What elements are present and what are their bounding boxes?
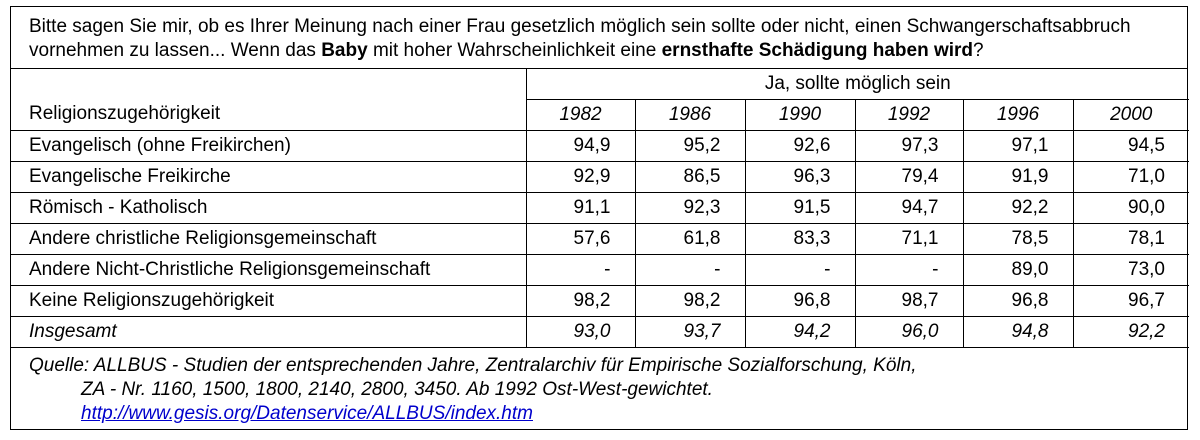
year-header-1992: 1992 xyxy=(854,99,964,131)
value-cell: 92,2 xyxy=(1072,316,1189,348)
value-cell: 94,9 xyxy=(525,130,636,162)
value-cell: 97,1 xyxy=(962,130,1074,162)
value-cell: - xyxy=(525,254,636,286)
table-row: Römisch - Katholisch 91,1 92,3 91,5 94,7 92,2… xyxy=(11,192,1189,224)
table-row: Andere Nicht-Christliche Religionsgemein… xyxy=(11,254,1189,286)
table-frame: Bitte sagen Sie mir, ob es Ihrer Meinung… xyxy=(10,6,1189,430)
row-label: Andere christliche Religionsgemeinschaft xyxy=(11,223,527,255)
value-cell: 96,7 xyxy=(1072,285,1189,317)
table-row: Andere christliche Religionsgemeinschaft… xyxy=(11,223,1189,255)
value-cell: 98,2 xyxy=(525,285,636,317)
value-cell: 96,3 xyxy=(744,161,856,193)
table-row: Evangelisch (ohne Freikirchen) 94,9 95,2 92… xyxy=(11,130,1189,162)
value-cell: 91,1 xyxy=(525,192,636,224)
question-bold-damage: ernsthafte Schädigung haben wird xyxy=(661,40,974,61)
year-header-1996: 1996 xyxy=(962,99,1074,131)
question-line-2: vornehmen zu lassen... Wenn das Baby mit… xyxy=(29,39,1179,63)
value-cell: 57,6 xyxy=(525,223,636,255)
value-cell: 95,2 xyxy=(634,130,746,162)
value-cell: 96,8 xyxy=(744,285,856,317)
value-cell: 98,2 xyxy=(634,285,746,317)
year-header-1990: 1990 xyxy=(744,99,856,131)
value-cell: 83,3 xyxy=(744,223,856,255)
value-cell: 92,9 xyxy=(525,161,636,193)
value-cell: 92,6 xyxy=(744,130,856,162)
year-header-1986: 1986 xyxy=(634,99,746,131)
value-cell: 98,7 xyxy=(854,285,964,317)
value-cell: 79,4 xyxy=(854,161,964,193)
value-cell: 92,3 xyxy=(634,192,746,224)
row-label: Keine Religionszugehörigkeit xyxy=(11,285,527,317)
row-header: Religionszugehörigkeit xyxy=(11,69,527,131)
value-cell: 91,9 xyxy=(962,161,1074,193)
row-label: Andere Nicht-Christliche Religionsgemein… xyxy=(11,254,527,286)
year-header-1982: 1982 xyxy=(526,99,636,131)
question-text-part: mit hoher Wahrscheinlichkeit eine xyxy=(367,40,662,61)
row-label: Evangelisch (ohne Freikirchen) xyxy=(11,130,527,162)
value-cell: 93,7 xyxy=(634,316,746,348)
value-cell: - xyxy=(854,254,964,286)
value-cell: 89,0 xyxy=(962,254,1074,286)
value-cell: 78,5 xyxy=(962,223,1074,255)
total-row: Insgesamt 93,0 93,7 94,2 96,0 94,8 92,2 xyxy=(11,316,1189,348)
table-row: Keine Religionszugehörigkeit 98,2 98,2 96,8… xyxy=(11,285,1189,317)
question-text-part: ? xyxy=(973,40,984,61)
year-header-2000: 2000 xyxy=(1072,99,1189,131)
column-group-header: Ja, sollte möglich sein xyxy=(525,69,1189,100)
value-cell: 86,5 xyxy=(634,161,746,193)
data-table: Religionszugehörigkeit Ja, sollte möglic… xyxy=(11,69,1189,348)
value-cell: 94,7 xyxy=(854,192,964,224)
value-cell: - xyxy=(634,254,746,286)
value-cell: - xyxy=(744,254,856,286)
row-label: Evangelische Freikirche xyxy=(11,161,527,193)
source-line-2: ZA - Nr. 1160, 1500, 1800, 2140, 2800, 3… xyxy=(81,379,713,400)
value-cell: 94,8 xyxy=(962,316,1074,348)
question-text: Bitte sagen Sie mir, ob es Ihrer Meinung… xyxy=(11,7,1187,69)
value-cell: 71,1 xyxy=(854,223,964,255)
source-line-1: Quelle: ALLBUS - Studien der entsprechen… xyxy=(29,355,917,376)
row-label: Römisch - Katholisch xyxy=(11,192,527,224)
question-bold-baby: Baby xyxy=(321,40,368,61)
value-cell: 94,5 xyxy=(1072,130,1189,162)
source-link[interactable]: http://www.gesis.org/Datenservice/ALLBUS… xyxy=(81,403,533,424)
value-cell: 71,0 xyxy=(1072,161,1189,193)
source-note: Quelle: ALLBUS - Studien der entsprechen… xyxy=(11,348,1187,426)
value-cell: 94,2 xyxy=(744,316,856,348)
header-row-group: Religionszugehörigkeit Ja, sollte möglic… xyxy=(11,69,1189,131)
question-text-part: vornehmen zu lassen... Wenn das xyxy=(29,40,322,61)
value-cell: 90,0 xyxy=(1072,192,1189,224)
value-cell: 96,0 xyxy=(854,316,964,348)
value-cell: 73,0 xyxy=(1072,254,1189,286)
value-cell: 96,8 xyxy=(962,285,1074,317)
value-cell: 91,5 xyxy=(744,192,856,224)
row-label: Insgesamt xyxy=(11,316,527,348)
value-cell: 97,3 xyxy=(854,130,964,162)
table-row: Evangelische Freikirche 92,9 86,5 96,3 79,4 9… xyxy=(11,161,1189,193)
value-cell: 78,1 xyxy=(1072,223,1189,255)
value-cell: 92,2 xyxy=(962,192,1074,224)
question-line-1: Bitte sagen Sie mir, ob es Ihrer Meinung… xyxy=(29,16,1131,37)
value-cell: 61,8 xyxy=(634,223,746,255)
value-cell: 93,0 xyxy=(525,316,636,348)
